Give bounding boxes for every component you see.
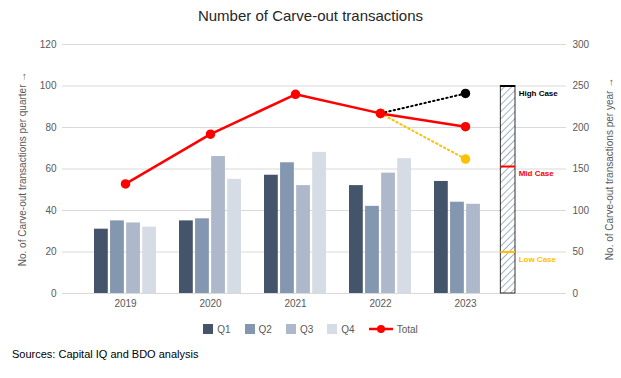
svg-text:50: 50 (573, 246, 585, 257)
svg-text:No. of Carve-out transactions: No. of Carve-out transactions per year → (604, 78, 615, 260)
html-text:Number of Carve-out transactio: Number of Carve-out transactions (197, 7, 423, 24)
svg-text:250: 250 (573, 80, 590, 91)
html-text:Q1: Q1 (217, 323, 231, 335)
svg-text:80: 80 (45, 122, 57, 133)
html-text:Q4: Q4 (341, 323, 355, 335)
html-text:Q3: Q3 (299, 323, 314, 335)
svg-text:0: 0 (573, 288, 579, 299)
svg-text:2023: 2023 (454, 298, 477, 309)
svg-text:Mid Case: Mid Case (519, 169, 555, 178)
svg-text:150: 150 (573, 163, 590, 174)
svg-text:60: 60 (45, 163, 57, 174)
svg-text:20: 20 (45, 246, 57, 257)
svg-text:2021: 2021 (284, 298, 307, 309)
svg-text:300: 300 (573, 39, 590, 50)
svg-text:2022: 2022 (369, 298, 392, 309)
svg-text:2019: 2019 (114, 298, 137, 309)
svg-text:100: 100 (40, 80, 57, 91)
svg-text:100: 100 (573, 205, 590, 216)
svg-text:120: 120 (40, 39, 57, 50)
svg-text:High Case: High Case (519, 89, 559, 98)
svg-text:2020: 2020 (199, 298, 222, 309)
svg-text:Low Case: Low Case (519, 255, 557, 264)
html-text:Sources: Capital IQ and BDO an: Sources: Capital IQ and BDO analysis (12, 348, 199, 360)
svg-text:0: 0 (51, 288, 57, 299)
svg-text:200: 200 (573, 122, 590, 133)
html-text:Total: Total (396, 323, 418, 335)
html-text:Q2: Q2 (258, 323, 272, 335)
svg-text:40: 40 (45, 205, 57, 216)
svg-text:No. of Carve-out transactions: No. of Carve-out transactions per quarte… (17, 72, 28, 267)
